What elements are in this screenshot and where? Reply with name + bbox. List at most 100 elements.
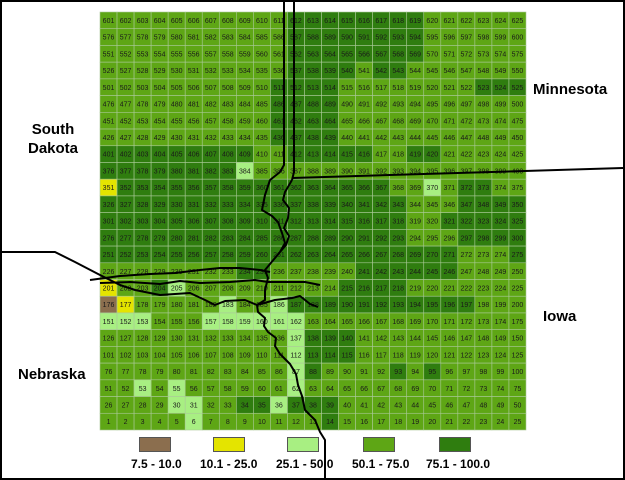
grid-cell-number: 414 [324, 152, 336, 159]
grid-cell-number: 48 [480, 403, 488, 410]
grid-cell-341: 341 [355, 195, 373, 213]
grid-cell-597: 597 [457, 28, 476, 46]
grid-cell-83: 83 [218, 362, 237, 381]
grid-cell-183: 183 [218, 295, 237, 314]
grid-cell-number: 122 [461, 352, 473, 359]
grid-cell-number: 9 [243, 419, 247, 426]
grid-cell-548: 548 [474, 61, 493, 80]
grid-cell-309: 309 [236, 212, 254, 230]
grid-cell-437: 437 [287, 128, 305, 147]
grid-cell-552: 552 [116, 45, 135, 63]
grid-cell-549: 549 [491, 61, 510, 80]
grid-cell-524: 524 [491, 78, 510, 96]
grid-cell-538: 538 [304, 61, 322, 80]
grid-cell-number: 445 [426, 135, 438, 142]
grid-cell-189: 189 [321, 295, 339, 314]
grid-cell-number: 255 [171, 252, 183, 259]
grid-cell-number: 257 [205, 252, 217, 259]
grid-cell-number: 500 [512, 102, 524, 109]
grid-cell-192: 192 [372, 295, 390, 314]
grid-cell-number: 271 [443, 252, 455, 259]
grid-cell-number: 486 [273, 102, 285, 109]
grid-cell-317: 317 [372, 212, 390, 230]
grid-cell-329: 329 [150, 195, 169, 213]
grid-cell-578: 578 [133, 28, 152, 46]
grid-cell-number: 580 [171, 35, 183, 42]
grid-cell-525: 525 [508, 78, 527, 96]
grid-cell-178: 178 [133, 295, 152, 314]
grid-cell-252: 252 [116, 245, 135, 264]
grid-cell-number: 193 [392, 302, 404, 309]
grid-cell-number: 105 [171, 352, 183, 359]
grid-cell-number: 151 [103, 319, 115, 326]
grid-cell-number: 4 [158, 419, 162, 426]
grid-cell-166: 166 [355, 312, 373, 330]
grid-cell-number: 97 [462, 369, 470, 376]
grid-cell-number: 156 [188, 319, 200, 326]
grid-cell-567: 567 [372, 45, 390, 63]
grid-cell-453: 453 [133, 112, 152, 130]
grid-cell-81: 81 [184, 362, 203, 381]
grid-cell-number: 377 [120, 168, 132, 175]
grid-cell-372: 372 [457, 178, 476, 197]
grid-cell-253: 253 [133, 245, 152, 264]
grid-cell-number: 483 [222, 102, 234, 109]
grid-cell-49: 49 [491, 396, 510, 414]
grid-cell-number: 262 [290, 252, 302, 259]
grid-cell-number: 5 [175, 419, 179, 426]
grid-cell-number: 370 [426, 185, 438, 192]
grid-cell-number: 155 [171, 319, 183, 326]
grid-cell-191: 191 [355, 295, 373, 314]
grid-cell-348: 348 [474, 195, 493, 213]
grid-cell-number: 323 [478, 219, 490, 226]
grid-cell-number: 44 [411, 403, 419, 410]
grid-cell-number: 531 [188, 68, 200, 75]
grid-cell-535: 535 [253, 61, 271, 80]
grid-cell-65: 65 [338, 379, 356, 397]
legend-label-1: 7.5 - 10.0 [131, 457, 182, 471]
grid-cell-474: 474 [491, 112, 510, 130]
grid-cell-number: 435 [256, 135, 268, 142]
grid-cell-620: 620 [423, 11, 442, 30]
grid-cell-number: 17 [377, 419, 385, 426]
grid-cell-176: 176 [99, 295, 118, 314]
grid-cell-593: 593 [389, 28, 408, 46]
grid-cell-number: 421 [443, 152, 455, 159]
grid-cell-number: 396 [443, 168, 455, 175]
grid-cell-number: 142 [375, 336, 387, 343]
grid-cell-number: 520 [426, 85, 438, 92]
legend-swatch-4 [363, 437, 395, 452]
grid-cell-number: 153 [137, 319, 149, 326]
grid-cell-109: 109 [236, 346, 254, 364]
grid-cell-number: 20 [428, 419, 436, 426]
grid-cell-172: 172 [457, 312, 476, 330]
grid-cell-276: 276 [99, 229, 118, 247]
grid-cell-number: 494 [409, 102, 421, 109]
grid-cell-number: 487 [290, 102, 302, 109]
grid-cell-170: 170 [423, 312, 442, 330]
grid-cell-184: 184 [236, 295, 254, 314]
grid-cell-521: 521 [440, 78, 459, 96]
grid-cell-581: 581 [184, 28, 203, 46]
grid-cell-59: 59 [236, 379, 254, 397]
grid-cell-number: 254 [154, 252, 166, 259]
grid-cell-579: 579 [150, 28, 169, 46]
grid-cell-number: 179 [154, 302, 166, 309]
grid-cell-195: 195 [423, 295, 442, 314]
grid-cell-number: 560 [256, 51, 268, 58]
grid-cell-number: 205 [171, 285, 183, 292]
grid-cell-number: 88 [309, 369, 317, 376]
grid-cell-number: 566 [358, 51, 370, 58]
grid-cell-162: 162 [287, 312, 305, 330]
grid-cell-580: 580 [167, 28, 186, 46]
grid-cell-498: 498 [474, 95, 493, 113]
grid-cell-number: 189 [324, 302, 336, 309]
grid-cell-14: 14 [321, 412, 339, 431]
grid-cell-number: 112 [290, 352, 301, 359]
grid-cell-259: 259 [236, 245, 254, 264]
grid-cell-257: 257 [201, 245, 220, 264]
grid-cell-272: 272 [457, 245, 476, 264]
grid-cell-393: 393 [389, 162, 408, 180]
grid-cell-282: 282 [201, 229, 220, 247]
